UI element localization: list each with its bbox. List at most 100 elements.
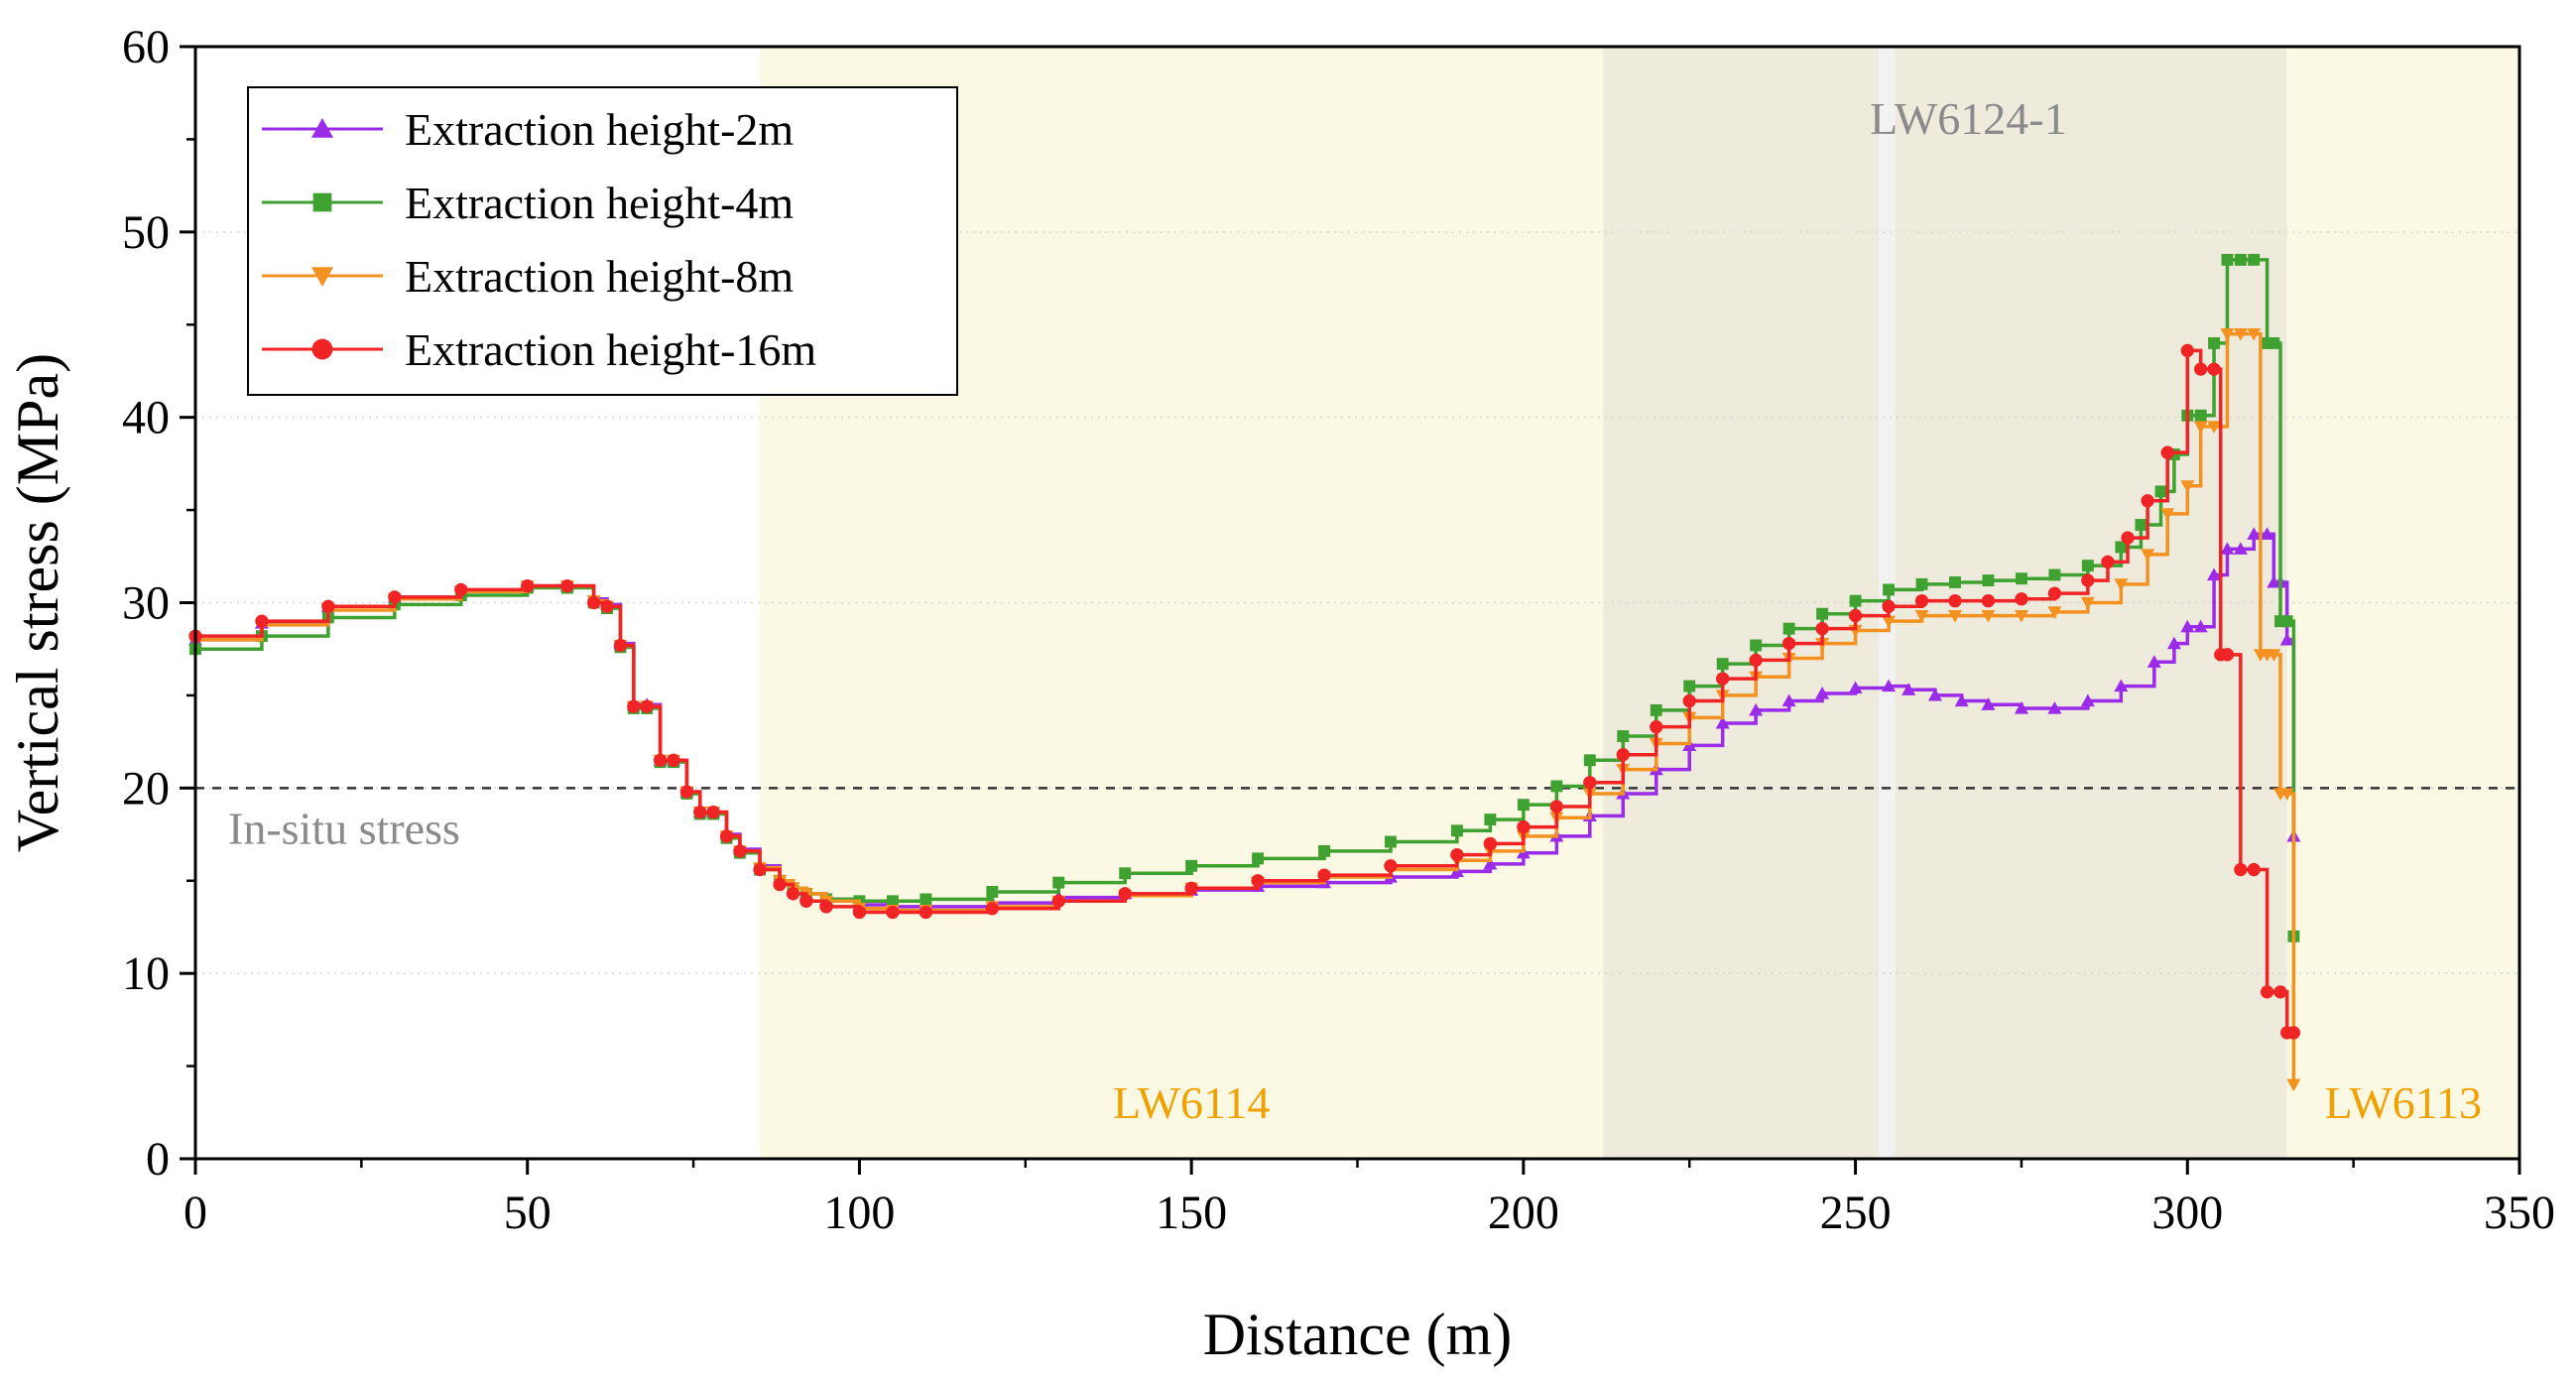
data-point	[1716, 672, 1730, 686]
data-point	[1317, 868, 1331, 882]
data-point	[1517, 819, 1531, 834]
data-point	[2193, 421, 2208, 435]
data-point	[2221, 253, 2234, 266]
x-tick-label: 200	[1488, 1187, 1559, 1239]
data-point	[2014, 609, 2028, 623]
data-point	[2194, 409, 2207, 422]
legend-label-2m: Extraction height-2m	[405, 104, 794, 155]
data-point	[1782, 622, 1795, 635]
data-point	[1184, 881, 1198, 895]
data-point	[640, 699, 654, 713]
data-point	[2234, 253, 2247, 266]
in-situ-stress-label: In-situ stress	[228, 803, 460, 853]
data-point	[1981, 697, 1996, 710]
data-point	[2147, 655, 2161, 668]
data-point	[1882, 679, 1897, 692]
data-point	[2114, 679, 2129, 692]
data-point	[1849, 594, 1862, 607]
data-point	[1982, 574, 1995, 587]
y-tick-label: 0	[146, 1133, 170, 1186]
data-point	[1749, 702, 1764, 716]
data-point	[1483, 856, 1498, 870]
data-point	[1781, 693, 1796, 707]
data-point	[2194, 362, 2208, 376]
data-point	[1583, 754, 1596, 767]
region-label-lw6113: LW6113	[2325, 1077, 2482, 1128]
data-point	[2286, 1078, 2301, 1092]
data-point	[2014, 700, 2028, 714]
data-point	[1252, 852, 1265, 865]
series-3	[188, 343, 2301, 1040]
data-point	[600, 599, 614, 613]
data-point	[587, 595, 601, 610]
data-point	[2141, 549, 2155, 562]
y-tick-label: 60	[122, 21, 170, 73]
data-point	[1883, 583, 1895, 596]
data-point	[1617, 730, 1630, 742]
region-label-lw6114: LW6114	[1113, 1077, 1270, 1128]
data-point	[1318, 844, 1330, 857]
data-point	[1914, 609, 1929, 623]
data-point	[2280, 615, 2293, 628]
data-point	[1185, 859, 1198, 872]
x-axis-title: Distance (m)	[1203, 1302, 1513, 1367]
data-point	[819, 900, 833, 914]
legend-marker-1	[312, 192, 332, 212]
region-label-lw6124-1: LW6124-1	[1870, 93, 2066, 144]
data-point	[627, 699, 641, 713]
data-point	[2234, 862, 2248, 877]
y-tick-label: 10	[122, 947, 170, 1000]
data-point	[2015, 572, 2027, 585]
data-point	[255, 614, 269, 628]
data-point	[1616, 748, 1630, 762]
data-point	[2220, 327, 2235, 341]
data-point	[2233, 327, 2248, 341]
data-point	[560, 579, 574, 593]
data-point	[1981, 609, 1996, 623]
axes: 0 50 100 150 200 250 300 350 0 10 20 30 40 50 60	[122, 21, 2555, 1239]
data-point	[1384, 859, 1398, 873]
data-point	[679, 785, 694, 799]
data-point	[852, 905, 867, 920]
data-point	[667, 753, 680, 767]
data-point	[2208, 336, 2221, 349]
data-point	[799, 894, 813, 908]
data-point	[886, 895, 899, 908]
data-point	[1650, 720, 1663, 734]
region-lw6124-1	[1603, 47, 2287, 1159]
data-point	[2080, 693, 2095, 707]
data-point	[786, 887, 800, 901]
data-point	[2160, 445, 2174, 459]
data-point	[1815, 687, 1830, 699]
data-point	[1052, 876, 1065, 889]
data-point	[2047, 700, 2062, 714]
data-point	[886, 905, 900, 920]
data-point	[1517, 799, 1530, 812]
legend-label-8m: Extraction height-8m	[405, 251, 794, 302]
data-point	[1119, 867, 1132, 880]
x-tick-label: 50	[504, 1187, 552, 1239]
data-point	[1650, 703, 1662, 716]
data-point	[1051, 894, 1065, 908]
x-tick-label: 250	[1820, 1187, 1892, 1239]
data-point	[2101, 555, 2115, 569]
data-point	[1682, 693, 1696, 708]
data-point	[2261, 336, 2273, 349]
data-point	[1484, 814, 1497, 826]
data-point	[2166, 636, 2181, 650]
x-tick-label: 100	[823, 1187, 895, 1239]
legend-items	[262, 118, 383, 360]
data-point	[2193, 619, 2208, 633]
data-point	[2160, 508, 2175, 521]
data-point	[1949, 575, 1961, 588]
data-point	[2081, 560, 2094, 572]
data-point	[733, 844, 747, 858]
data-point	[1483, 836, 1498, 851]
data-point	[2279, 632, 2294, 646]
data-point	[1549, 800, 1563, 814]
x-tick-label: 150	[1156, 1187, 1227, 1239]
data-point	[2267, 649, 2281, 662]
data-point	[2247, 862, 2261, 877]
series-group	[188, 253, 2301, 1092]
data-point	[1816, 607, 1829, 620]
